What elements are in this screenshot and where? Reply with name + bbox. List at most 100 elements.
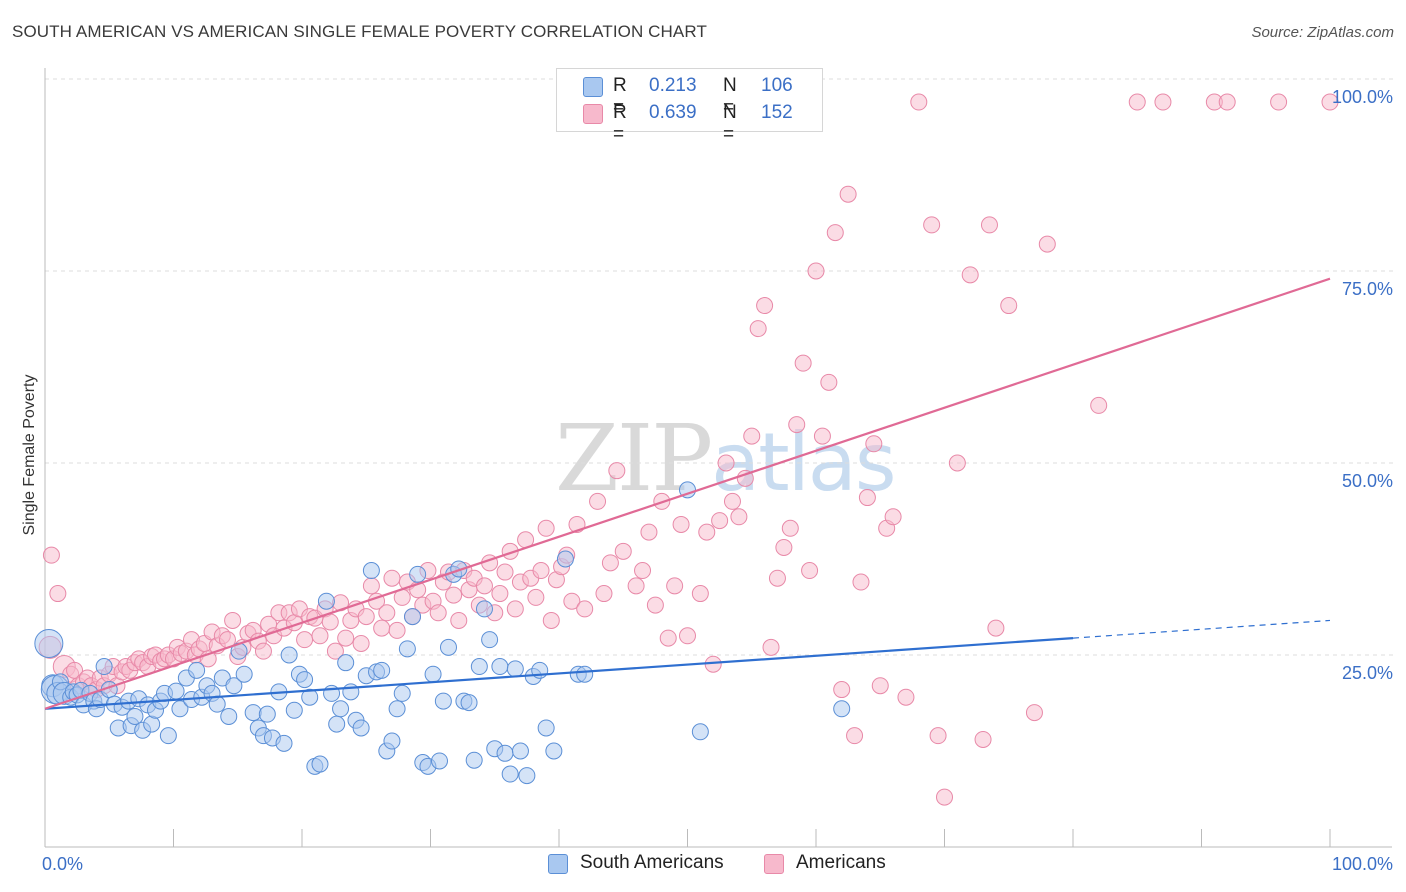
- south-american-point: [167, 682, 185, 700]
- americans-trend-line: [44, 277, 1331, 710]
- american-point: [542, 611, 560, 629]
- american-point: [717, 454, 735, 472]
- south-american-point: [424, 665, 442, 683]
- american-point: [352, 634, 370, 652]
- bottom-legend-swatch-blue: [548, 854, 568, 874]
- south-american-point: [434, 692, 452, 710]
- american-point: [496, 563, 514, 581]
- legend-swatch-pink: [583, 104, 603, 124]
- chart-title: SOUTH AMERICAN VS AMERICAN SINGLE FEMALE…: [12, 22, 707, 41]
- american-point: [383, 569, 401, 587]
- american-point: [614, 542, 632, 560]
- american-point: [388, 621, 406, 639]
- y-axis-label: Single Female Poverty: [21, 375, 38, 536]
- south-american-point: [159, 727, 177, 745]
- american-point: [634, 562, 652, 580]
- american-point: [589, 492, 607, 510]
- american-point: [537, 519, 555, 537]
- american-point: [826, 224, 844, 242]
- american-point: [532, 562, 550, 580]
- south-american-point: [352, 719, 370, 737]
- american-point: [672, 515, 690, 533]
- american-point: [884, 508, 902, 526]
- south-american-point: [285, 701, 303, 719]
- south-american-point: [501, 765, 519, 783]
- legend-n-label: N =: [723, 102, 737, 145]
- american-point: [659, 629, 677, 647]
- american-point: [450, 611, 468, 629]
- south-american-point: [833, 700, 851, 718]
- legend-n-value: 106: [761, 75, 793, 96]
- american-point: [858, 489, 876, 507]
- south-american-point: [465, 751, 483, 769]
- american-point: [491, 585, 509, 603]
- american-point: [595, 585, 613, 603]
- american-point: [743, 427, 761, 445]
- south-americans-points: [34, 481, 851, 785]
- bottom-legend-label: Americans: [796, 852, 886, 873]
- south-american-point: [188, 661, 206, 679]
- american-point: [852, 573, 870, 591]
- south-american-point: [244, 704, 262, 722]
- south-american-point: [511, 742, 529, 760]
- american-point: [1321, 93, 1339, 111]
- legend-n-value: 152: [761, 102, 793, 123]
- axes: [44, 68, 1392, 848]
- south-american-point: [439, 638, 457, 656]
- american-point: [871, 677, 889, 695]
- correlation-legend: R = 0.213 N = 106 R = 0.639 N = 152: [556, 68, 823, 145]
- legend-r-label: R =: [613, 102, 627, 145]
- american-point: [788, 416, 806, 434]
- south-american-point: [275, 734, 293, 752]
- american-point: [679, 627, 696, 645]
- american-point: [897, 688, 915, 706]
- american-point: [627, 577, 645, 595]
- american-point: [1270, 93, 1288, 111]
- american-point: [1128, 93, 1146, 111]
- legend-r-label: R =: [613, 75, 627, 118]
- american-point: [801, 562, 819, 580]
- trend-lines: [44, 277, 1331, 710]
- american-point: [846, 727, 864, 745]
- south-american-point: [506, 660, 524, 678]
- american-point: [506, 600, 524, 618]
- south-american-point: [430, 752, 448, 770]
- south-american-point: [225, 677, 243, 695]
- american-point: [948, 454, 966, 472]
- american-point: [820, 373, 838, 391]
- south-american-point: [475, 600, 493, 618]
- y-tick-label: 100.0%: [1332, 87, 1393, 107]
- american-point: [833, 681, 851, 699]
- american-point: [749, 320, 767, 338]
- american-point: [429, 604, 447, 622]
- south-american-point: [460, 694, 478, 712]
- south-american-point: [220, 707, 238, 725]
- x-tick-label: 0.0%: [42, 854, 83, 874]
- american-point: [326, 642, 344, 660]
- south-american-point: [393, 684, 411, 702]
- south-american-point: [556, 550, 574, 568]
- south-american-point: [34, 628, 64, 658]
- legend-r-value: 0.639: [649, 102, 697, 123]
- american-point: [563, 592, 581, 610]
- south-american-point: [691, 723, 709, 741]
- south-american-point: [491, 658, 509, 676]
- american-point: [987, 619, 1005, 637]
- south-american-point: [409, 565, 427, 583]
- south-american-point: [576, 665, 594, 683]
- south-american-point: [470, 658, 488, 676]
- american-point: [357, 608, 375, 626]
- american-point: [608, 462, 626, 480]
- american-point: [768, 569, 786, 587]
- american-point: [936, 788, 953, 806]
- american-point: [974, 730, 992, 748]
- south-american-point: [126, 707, 144, 725]
- american-point: [756, 297, 774, 315]
- american-point: [296, 631, 314, 649]
- south-american-point: [301, 688, 319, 706]
- american-point: [362, 577, 380, 595]
- american-point: [929, 727, 947, 745]
- american-point: [691, 585, 709, 603]
- american-point: [311, 627, 329, 645]
